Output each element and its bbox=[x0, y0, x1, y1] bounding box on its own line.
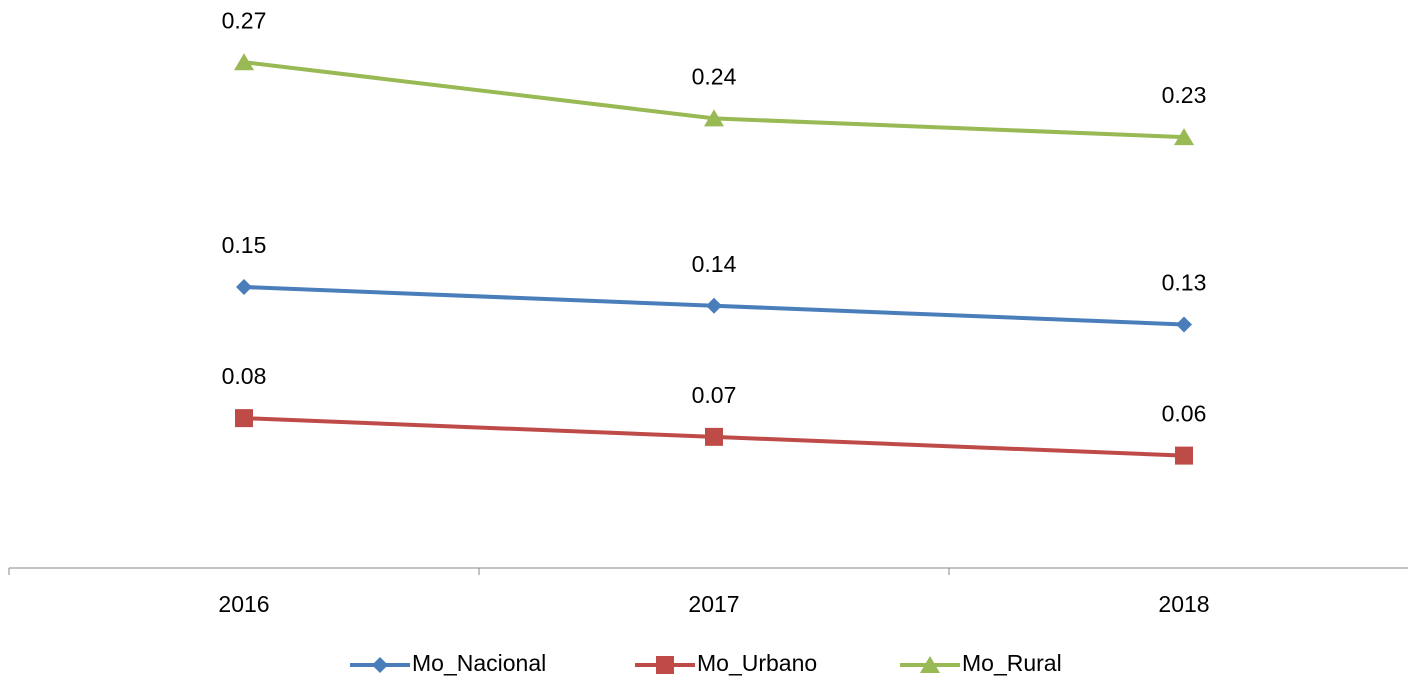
marker bbox=[1175, 446, 1193, 465]
data-label: 0.23 bbox=[1162, 82, 1207, 108]
marker bbox=[1174, 128, 1194, 146]
x-tick-label: 2016 bbox=[218, 591, 269, 617]
marker bbox=[1176, 316, 1192, 333]
legend-label: Mo_Urbano bbox=[697, 650, 817, 676]
marker bbox=[706, 297, 722, 314]
marker bbox=[705, 427, 723, 446]
marker bbox=[236, 279, 252, 295]
data-label: 0.24 bbox=[692, 63, 737, 89]
legend-marker bbox=[920, 656, 940, 673]
legend-marker bbox=[656, 656, 674, 674]
x-tick-label: 2018 bbox=[1158, 591, 1209, 617]
marker bbox=[235, 409, 253, 428]
data-label: 0.13 bbox=[1162, 270, 1207, 296]
data-label: 0.08 bbox=[222, 363, 267, 389]
legend-label: Mo_Nacional bbox=[412, 650, 546, 676]
legend-marker bbox=[372, 657, 388, 673]
data-label: 0.15 bbox=[222, 232, 267, 258]
marker bbox=[704, 109, 724, 127]
data-label: 0.27 bbox=[222, 7, 267, 33]
data-label: 0.14 bbox=[692, 251, 737, 277]
data-label: 0.06 bbox=[1162, 401, 1207, 427]
data-label: 0.07 bbox=[692, 382, 737, 408]
x-tick-label: 2017 bbox=[688, 591, 739, 617]
legend-label: Mo_Rural bbox=[962, 650, 1062, 676]
marker bbox=[234, 53, 254, 71]
